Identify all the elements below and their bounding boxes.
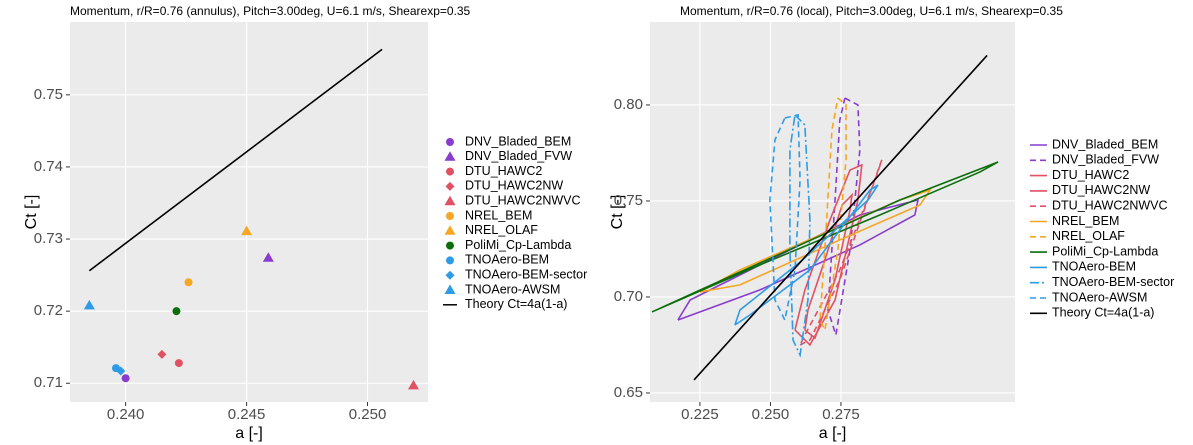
y-axis-title: Ct [-] [23,195,40,230]
legend-label: DTU_HAWC2NW [1052,183,1150,197]
y-tick-label: 0.70 [614,288,643,305]
legend-label: DNV_Bladed_BEM [1052,137,1158,151]
data-point [184,278,193,287]
y-tick-label: 0.65 [614,384,643,401]
legend-key [444,284,456,294]
legend-key [444,195,456,206]
legend-label: DTU_HAWC2 [465,164,542,178]
legend-label: NREL_OLAF [1052,229,1125,243]
y-tick-label: 0.75 [34,86,63,103]
x-tick-label: 0.250 [349,406,387,423]
legend-label: DTU_HAWC2 [1052,168,1129,182]
data-line [651,161,999,313]
legend-key [446,212,454,220]
legend-key [446,167,454,176]
legend-label: DNV_Bladed_FVW [465,149,572,163]
data-point [262,252,274,262]
data-line [734,184,879,326]
legend-label: PoliMi_Cp-Lambda [1052,244,1158,258]
legend-label: Theory Ct=4a(1-a) [465,297,567,311]
data-point [172,307,181,316]
legend-key [445,270,455,280]
plot-background [70,22,428,402]
legend-label: TNOAero-AWSM [1052,290,1147,304]
legend-label: NREL_BEM [1052,214,1119,228]
data-point [174,359,183,368]
legend-label: TNOAero-BEM [1052,260,1136,274]
legend-label: PoliMi_Cp-Lambda [465,238,571,252]
x-tick-label: 0.245 [228,406,266,423]
data-line [769,113,801,323]
legend-key [446,241,454,250]
data-line [789,114,811,358]
data-point [407,379,419,390]
theory-line [88,48,383,272]
legend-key [444,225,456,235]
legend-label: NREL_OLAF [465,223,538,237]
legend-label: DNV_Bladed_FVW [1052,153,1159,167]
legend-label: TNOAero-BEM [465,253,549,267]
y-tick-label: 0.74 [34,158,63,175]
legend-key [446,256,454,265]
legend-label: TNOAero-BEM-sector [1052,275,1174,289]
data-line [693,54,988,381]
y-tick-label: 0.71 [34,374,63,391]
y-tick-label: 0.80 [614,96,643,113]
legend-label: NREL_BEM [465,208,532,222]
legend-label: DNV_Bladed_BEM [465,134,571,148]
x-tick-label: 0.240 [107,406,145,423]
y-tick-label: 0.73 [34,230,63,247]
chart-title: Momentum, r/R=0.76 (local), Pitch=3.00de… [680,4,1063,18]
data-point [116,366,126,376]
x-axis-title: a [-] [235,425,263,442]
x-tick-label: 0.275 [822,406,860,423]
y-axis-title: Ct [-] [609,195,626,230]
data-line [819,97,847,333]
x-tick-label: 0.225 [681,406,719,423]
legend-label: DTU_HAWC2NWVC [1052,198,1168,212]
data-line [799,159,883,346]
chart-title: Momentum, r/R=0.76 (annulus), Pitch=3.00… [70,4,471,18]
x-tick-label: 0.250 [752,406,790,423]
data-point [121,374,130,383]
legend-key [444,151,456,161]
x-axis-title: a [-] [819,425,847,442]
y-tick-label: 0.72 [34,302,63,319]
legend-key [446,138,454,146]
y-tick-label: 0.75 [614,192,643,209]
data-line [804,192,854,340]
data-point [241,225,253,236]
legend-label: DTU_HAWC2NW [465,179,563,193]
legend-key [445,181,455,191]
legend-label: TNOAero-BEM-sector [465,267,587,281]
legend-label: Theory Ct=4a(1-a) [1052,306,1154,320]
legend-label: DTU_HAWC2NWVC [465,193,581,207]
data-point [83,299,95,310]
legend-label: TNOAero-AWSM [465,282,560,296]
data-point [157,349,167,359]
